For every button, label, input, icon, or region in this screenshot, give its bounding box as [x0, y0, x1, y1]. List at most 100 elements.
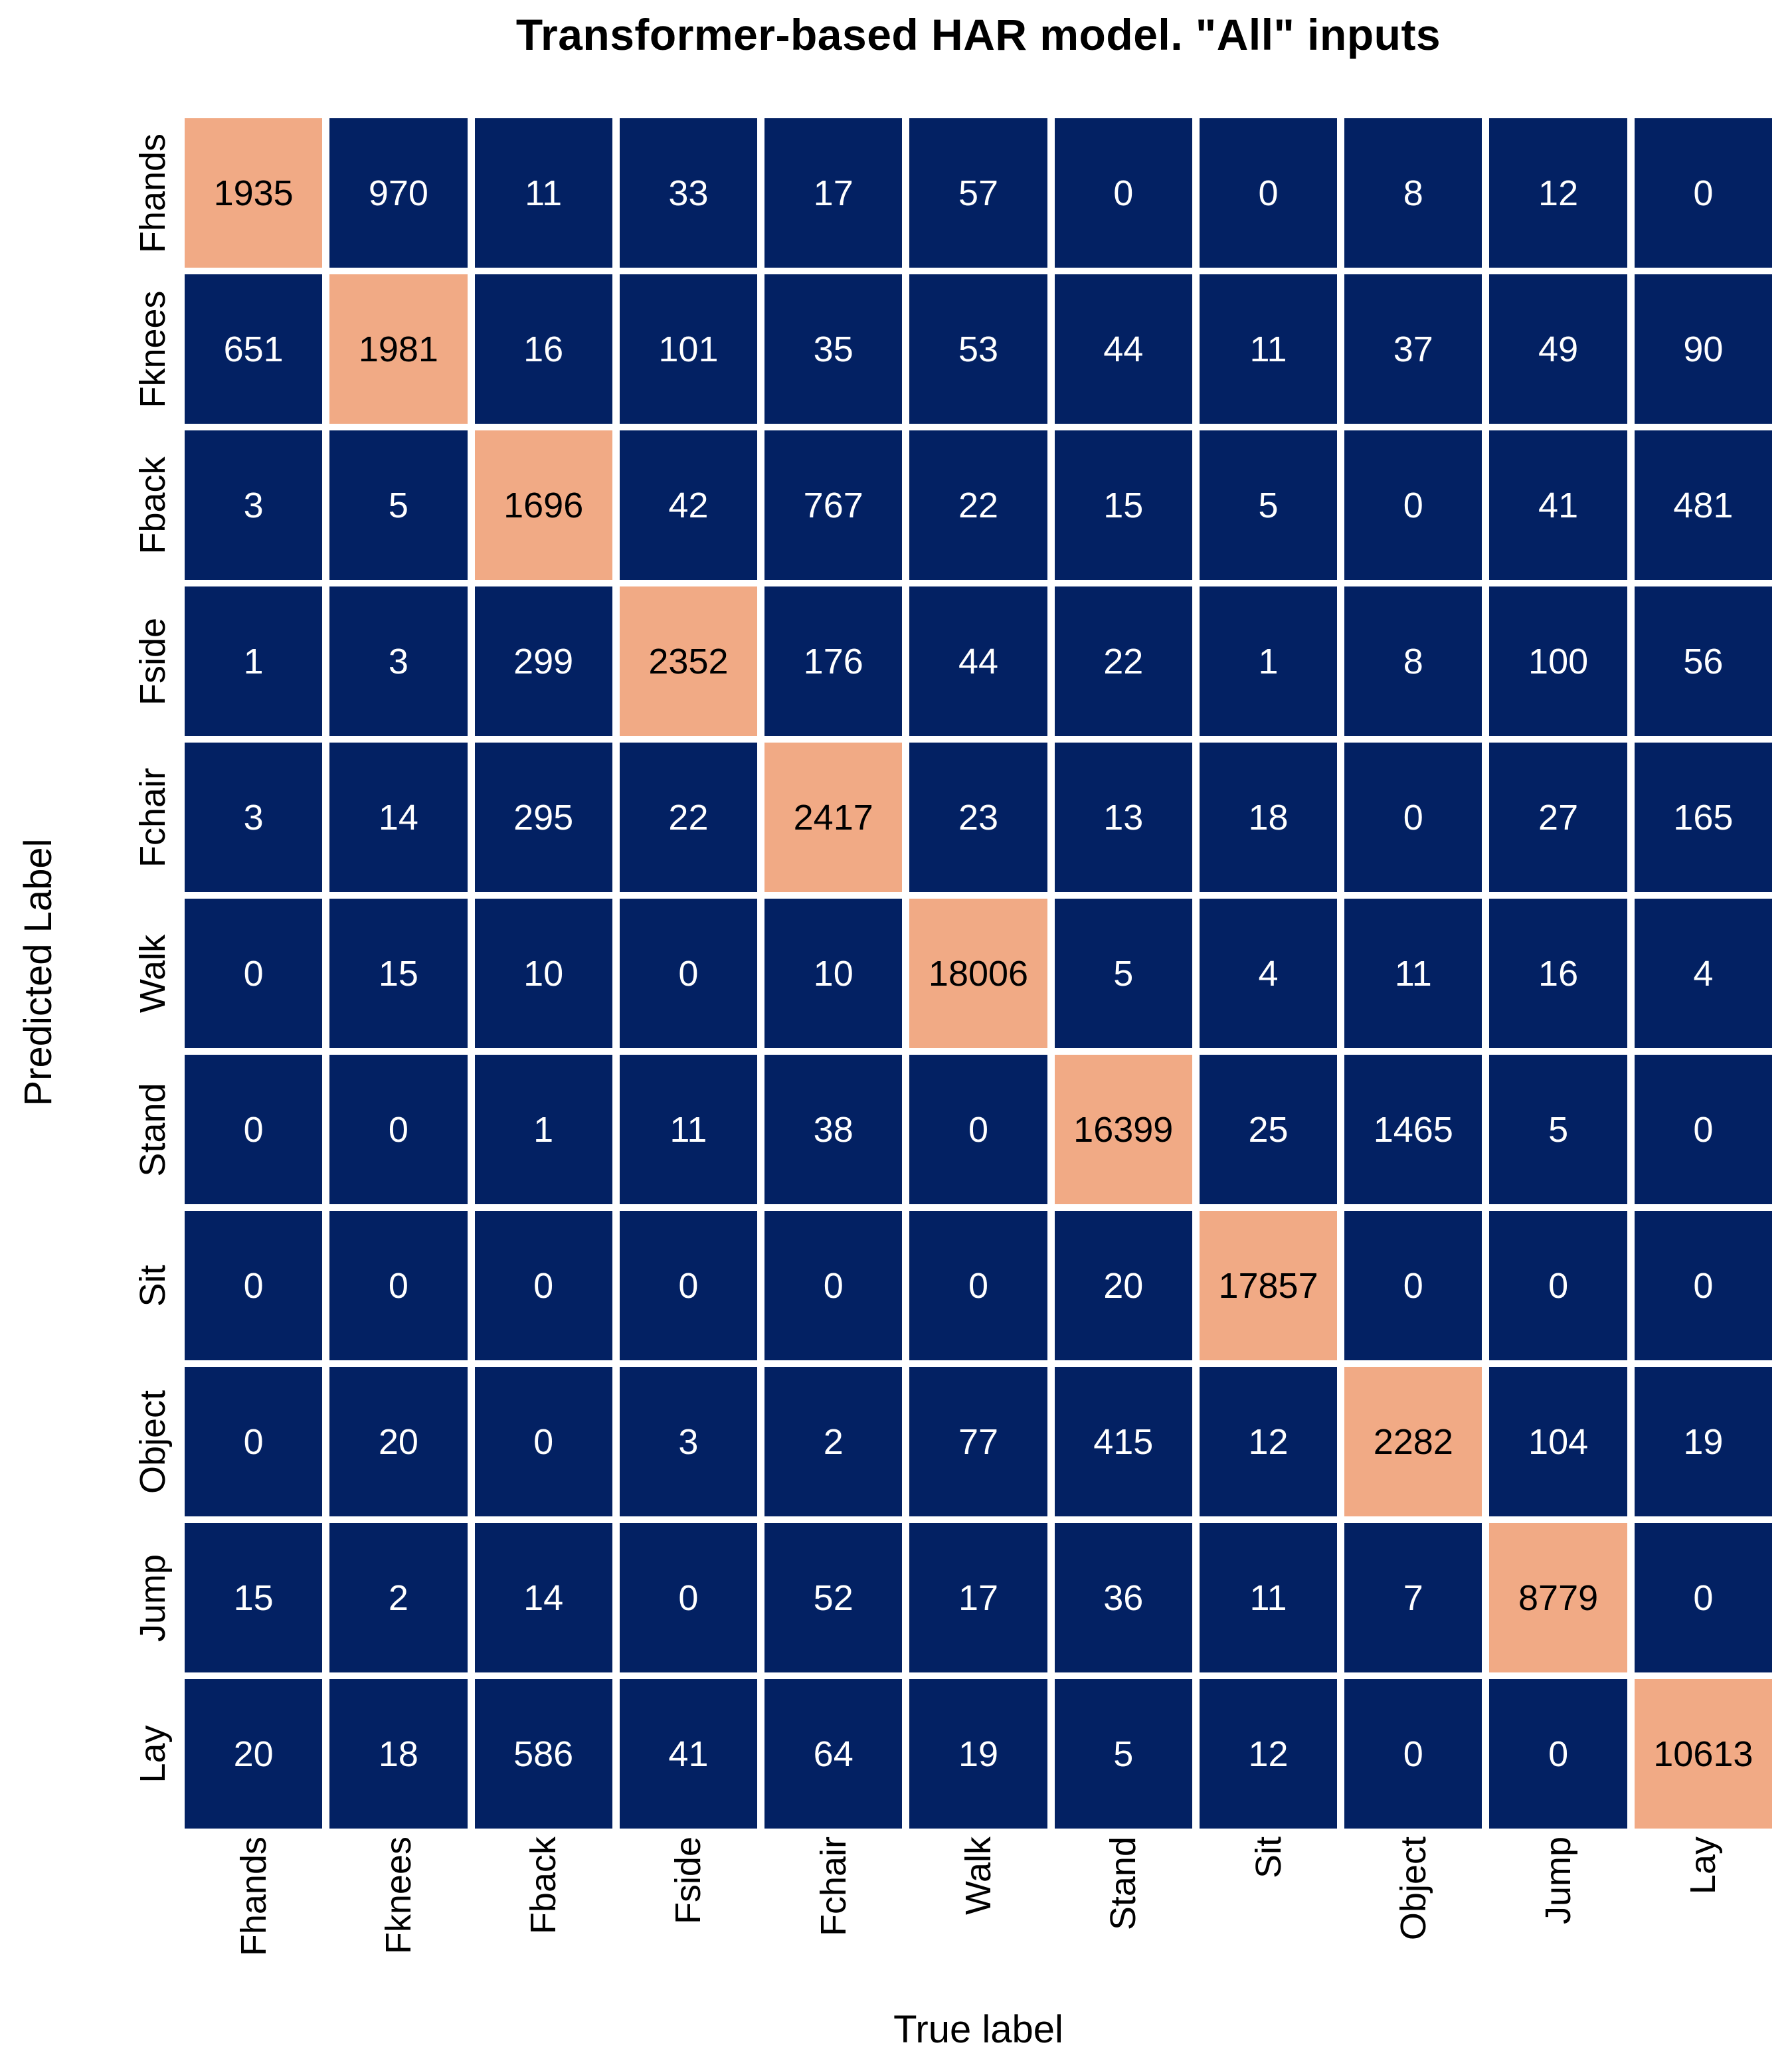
matrix-cell: 1465 [1344, 1055, 1482, 1204]
matrix-cell: 1 [185, 586, 323, 736]
matrix-cell: 8 [1344, 118, 1482, 268]
matrix-cell: 49 [1489, 274, 1627, 424]
matrix-cell: 970 [329, 118, 468, 268]
matrix-cell: 5 [1199, 430, 1338, 580]
matrix-cell: 57 [909, 118, 1047, 268]
matrix-cell: 0 [909, 1055, 1047, 1204]
matrix-cell: 1 [474, 1055, 612, 1204]
matrix-cell: 10613 [1634, 1679, 1772, 1829]
matrix-cell: 0 [185, 1367, 323, 1516]
matrix-cell: 27 [1489, 743, 1627, 892]
matrix-cell: 14 [474, 1523, 612, 1672]
matrix-cell: 11 [1199, 274, 1338, 424]
matrix-cell: 0 [619, 1211, 758, 1360]
matrix-cell: 415 [1054, 1367, 1192, 1516]
matrix-cell: 0 [1634, 1211, 1772, 1360]
matrix-cell: 0 [764, 1211, 903, 1360]
matrix-cell: 10 [764, 899, 903, 1048]
x-tick-label: Fchair [813, 1837, 853, 1937]
matrix-cell: 0 [1489, 1211, 1627, 1360]
matrix-cell: 0 [474, 1367, 612, 1516]
matrix-cell: 11 [474, 118, 612, 268]
matrix-cell: 2 [329, 1523, 468, 1672]
matrix-cell: 41 [619, 1679, 758, 1829]
matrix-cell: 0 [619, 1523, 758, 1672]
matrix-cell: 42 [619, 430, 758, 580]
matrix-cell: 20 [1054, 1211, 1192, 1360]
matrix-cell: 36 [1054, 1523, 1192, 1672]
matrix-cell: 4 [1634, 899, 1772, 1048]
matrix-cell: 0 [1344, 743, 1482, 892]
matrix-cell: 17 [764, 118, 903, 268]
matrix-cell: 52 [764, 1523, 903, 1672]
matrix-cell: 16 [474, 274, 612, 424]
matrix-cell: 14 [329, 743, 468, 892]
matrix-cell: 0 [619, 899, 758, 1048]
matrix-cell: 299 [474, 586, 612, 736]
matrix-cell: 0 [1489, 1679, 1627, 1829]
matrix-cell: 1981 [329, 274, 468, 424]
matrix-cell: 38 [764, 1055, 903, 1204]
matrix-cell: 3 [329, 586, 468, 736]
matrix-cell: 22 [619, 743, 758, 892]
x-tick-label: Object [1393, 1837, 1433, 1941]
matrix-cell: 0 [329, 1211, 468, 1360]
x-tick-label: Sit [1248, 1837, 1289, 1879]
x-tick-label: Lay [1683, 1837, 1724, 1895]
matrix-cell: 5 [329, 430, 468, 580]
chart-title: Transformer-based HAR model. "All" input… [515, 10, 1441, 59]
matrix-cell: 41 [1489, 430, 1627, 580]
matrix-cell: 1 [1199, 586, 1338, 736]
matrix-cell: 0 [1634, 1523, 1772, 1672]
matrix-cell: 11 [1344, 899, 1482, 1048]
x-axis-title: True label [893, 2008, 1063, 2051]
matrix-cell: 176 [764, 586, 903, 736]
matrix-cell: 44 [1054, 274, 1192, 424]
matrix-cell: 22 [909, 430, 1047, 580]
matrix-cell: 19 [1634, 1367, 1772, 1516]
matrix-cell: 7 [1344, 1523, 1482, 1672]
matrix-cell: 0 [185, 899, 323, 1048]
matrix-cell: 0 [1199, 118, 1338, 268]
matrix-cell: 0 [1054, 118, 1192, 268]
matrix-cell: 12 [1199, 1367, 1338, 1516]
matrix-cell: 16 [1489, 899, 1627, 1048]
matrix-cell: 53 [909, 274, 1047, 424]
matrix-cell: 104 [1489, 1367, 1627, 1516]
matrix-cell: 2 [764, 1367, 903, 1516]
matrix-cell: 2352 [619, 586, 758, 736]
x-tick-label: Fknees [378, 1837, 418, 1955]
x-tick-label: Jump [1538, 1837, 1579, 1925]
heatmap-grid: 1935 970 11 33 17 57 0 0 8 12 0 651 1981 16 101 35 53 44 1… [185, 118, 1772, 1829]
matrix-cell: 0 [1344, 1679, 1482, 1829]
matrix-cell: 5 [1054, 899, 1192, 1048]
matrix-cell: 5 [1489, 1055, 1627, 1204]
matrix-cell: 19 [909, 1679, 1047, 1829]
matrix-cell: 12 [1199, 1679, 1338, 1829]
matrix-cell: 0 [474, 1211, 612, 1360]
matrix-cell: 101 [619, 274, 758, 424]
matrix-cell: 15 [329, 899, 468, 1048]
x-tick-label: Stand [1103, 1837, 1144, 1931]
matrix-cell: 100 [1489, 586, 1627, 736]
matrix-cell: 767 [764, 430, 903, 580]
matrix-cell: 15 [1054, 430, 1192, 580]
matrix-cell: 44 [909, 586, 1047, 736]
matrix-cell: 10 [474, 899, 612, 1048]
x-tick-label: Fback [523, 1837, 564, 1935]
matrix-cell: 35 [764, 274, 903, 424]
matrix-cell: 20 [329, 1367, 468, 1516]
matrix-cell: 2417 [764, 743, 903, 892]
matrix-cell: 12 [1489, 118, 1627, 268]
matrix-cell: 18 [329, 1679, 468, 1829]
matrix-cell: 17857 [1199, 1211, 1338, 1360]
y-tick-label: Lay [133, 1724, 173, 1783]
matrix-cell: 23 [909, 743, 1047, 892]
matrix-cell: 0 [1344, 430, 1482, 580]
matrix-cell: 5 [1054, 1679, 1192, 1829]
matrix-cell: 0 [185, 1055, 323, 1204]
matrix-cell: 11 [619, 1055, 758, 1204]
matrix-cell: 0 [1634, 118, 1772, 268]
matrix-cell: 16399 [1054, 1055, 1192, 1204]
matrix-cell: 18 [1199, 743, 1338, 892]
